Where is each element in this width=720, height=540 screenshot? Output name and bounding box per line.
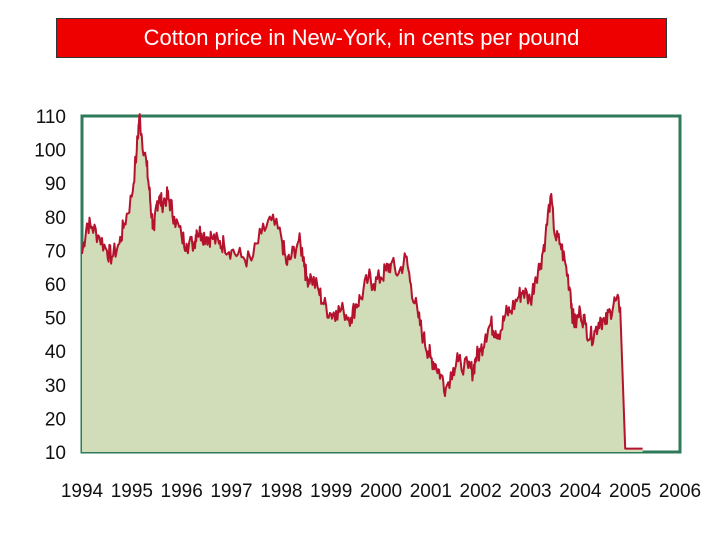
y-tick-label: 50 (45, 309, 66, 330)
y-tick-label: 20 (45, 409, 66, 430)
x-tick-label: 2002 (460, 481, 502, 502)
x-tick-label: 2000 (360, 481, 402, 502)
y-tick-label: 110 (36, 107, 66, 128)
y-tick-label: 80 (45, 208, 66, 229)
y-tick-label: 10 (45, 443, 66, 464)
x-tick-label: 2006 (659, 481, 701, 502)
x-tick-label: 1996 (161, 481, 203, 502)
x-tick-label: 1997 (210, 481, 252, 502)
x-tick-label: 2003 (509, 481, 551, 502)
price-area (82, 114, 643, 452)
y-tick-label: 40 (45, 342, 66, 363)
y-tick-label: 60 (45, 275, 66, 296)
y-tick-label: 100 (34, 141, 66, 162)
x-tick-label: 1994 (61, 481, 104, 502)
price-line (81, 113, 643, 450)
x-tick-label: 2004 (559, 481, 602, 502)
y-tick-label: 70 (45, 241, 66, 262)
x-tick-label: 1998 (260, 481, 302, 502)
y-tick-label: 90 (45, 174, 66, 195)
x-tick-label: 2001 (410, 481, 452, 502)
x-tick-label: 1995 (111, 481, 153, 502)
y-tick-label: 30 (45, 376, 66, 397)
x-tick-label: 1999 (310, 481, 352, 502)
chart-title: Cotton price in New-York, in cents per p… (56, 18, 667, 58)
x-tick-label: 2005 (609, 481, 651, 502)
